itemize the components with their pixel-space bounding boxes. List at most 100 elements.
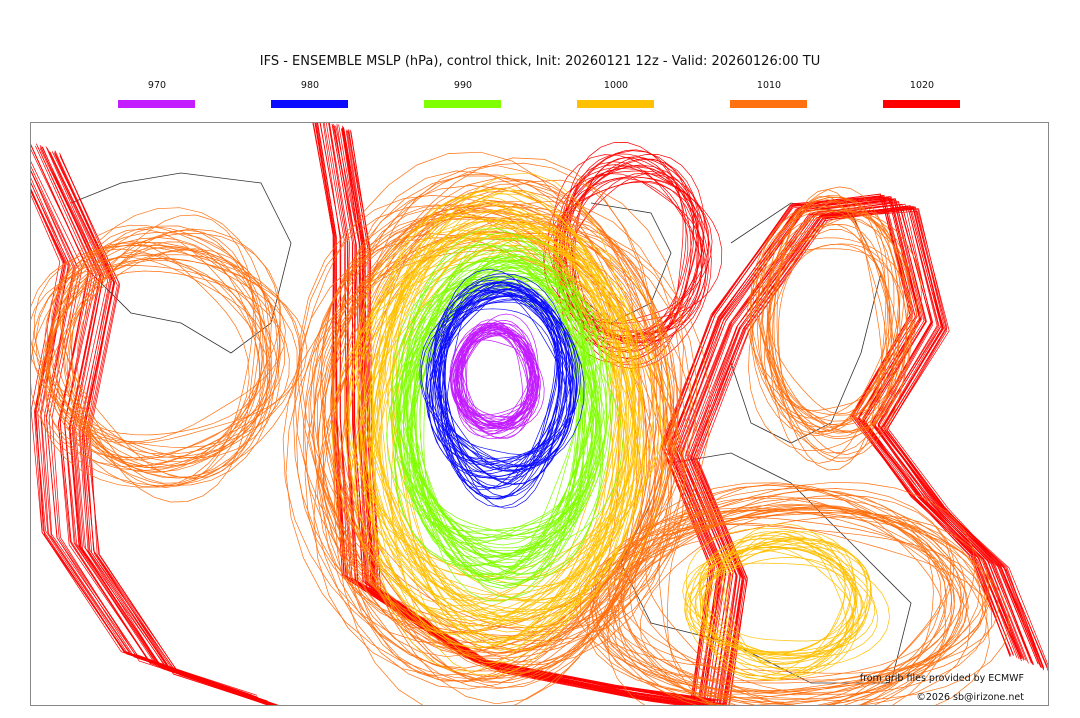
isobar-990 (396, 265, 607, 532)
isobar-1000 (361, 226, 641, 633)
isobar-1010 (318, 209, 685, 642)
isobar-1010 (613, 489, 934, 705)
isobar-1020 (678, 202, 1032, 705)
isobar-1020 (312, 123, 715, 702)
isobar-990 (410, 257, 592, 554)
isobar-980 (439, 286, 563, 462)
isobar-1020 (692, 206, 1044, 705)
coastline (70, 172, 292, 354)
isobar-1010 (31, 207, 273, 486)
isobar-1000 (347, 245, 637, 587)
isobar-1010 (61, 242, 250, 468)
copyright: ©2026 sb@irizone.net (916, 692, 1024, 703)
isobar-1010 (296, 215, 686, 637)
isobar-1020 (31, 170, 267, 702)
isobar-1010 (602, 503, 988, 699)
legend-label: 990 (453, 80, 473, 91)
isobar-1020 (668, 197, 1018, 703)
isobar-1000 (721, 540, 846, 666)
isobar-1010 (35, 254, 281, 479)
legend-label: 980 (300, 80, 320, 91)
isobar-1010 (61, 232, 268, 479)
isobar-1010 (620, 484, 988, 695)
isobar-1000 (363, 229, 634, 639)
isobar-1020 (689, 206, 1041, 705)
isobar-990 (406, 266, 577, 556)
isobar-1000 (331, 234, 643, 638)
isobar-1010 (590, 510, 990, 705)
isobar-1010 (298, 195, 665, 684)
isobar-970 (450, 332, 533, 430)
isobar-1010 (46, 258, 286, 442)
isobar-990 (395, 261, 598, 538)
isobar-990 (396, 285, 595, 568)
isobar-1010 (41, 257, 308, 444)
isobar-970 (453, 313, 539, 432)
isobar-1020 (40, 146, 271, 705)
isobar-1000 (357, 247, 667, 578)
isobar-1010 (588, 507, 1010, 701)
isobar-1000 (684, 539, 872, 680)
isobar-1010 (605, 497, 983, 693)
legend-item-980: 980 (271, 80, 349, 108)
isobar-1010 (331, 162, 656, 705)
isobar-1010 (778, 243, 891, 433)
isobar-1000 (689, 534, 890, 669)
isobar-1000 (698, 538, 862, 681)
contour-plot (31, 123, 1048, 705)
isobar-990 (407, 266, 595, 586)
isobar-990 (415, 245, 601, 581)
isobar-990 (414, 256, 585, 580)
isobar-1010 (658, 484, 948, 705)
isobar-1010 (304, 211, 711, 690)
isobar-1010 (294, 237, 664, 657)
isobar-1000 (356, 220, 669, 627)
isobar-1010 (56, 246, 270, 459)
isobar-1020 (692, 206, 1045, 705)
isobar-990 (391, 272, 608, 558)
isobar-1010 (750, 197, 901, 454)
legend-swatch (424, 100, 501, 108)
isobar-1000 (698, 548, 851, 653)
isobar-1020 (669, 197, 1021, 701)
isobar-1010 (317, 201, 659, 634)
isobar-1020 (31, 189, 252, 696)
isobar-1020 (31, 149, 279, 705)
isobar-980 (437, 308, 560, 473)
isobar-1000 (372, 259, 620, 618)
isobar-1010 (592, 524, 987, 703)
isobar-1010 (48, 248, 272, 488)
legend-label: 1010 (756, 80, 782, 91)
isobar-1000 (377, 245, 637, 596)
isobar-1000 (684, 537, 868, 660)
isobar-980 (429, 288, 578, 460)
legend-item-990: 990 (424, 80, 502, 108)
isobar-1010 (613, 508, 942, 694)
isobar-1020 (31, 189, 254, 696)
isobar-1010 (666, 483, 947, 705)
isobar-1010 (752, 214, 912, 416)
isobar-1020 (674, 198, 1024, 705)
isobar-980 (437, 292, 566, 455)
legend-swatch (271, 100, 348, 108)
isobar-970 (452, 327, 538, 430)
isobar-1020 (664, 196, 1014, 702)
isobar-980 (426, 280, 585, 479)
legend-item-1000: 1000 (577, 80, 655, 108)
isobar-1010 (71, 226, 278, 466)
isobar-970 (466, 322, 528, 434)
isobar-1000 (345, 221, 645, 601)
isobar-1010 (313, 205, 678, 676)
isobar-1000 (685, 527, 857, 676)
isobar-1010 (766, 223, 893, 412)
legend-item-1010: 1010 (730, 80, 808, 108)
isobar-1010 (48, 270, 286, 461)
isobar-1020 (48, 150, 272, 705)
isobar-990 (410, 259, 590, 554)
isobar-1020 (669, 198, 1023, 704)
isobar-980 (432, 278, 559, 480)
isobar-970 (457, 339, 536, 426)
isobar-1000 (702, 543, 876, 655)
isobar-1010 (634, 517, 955, 705)
isobar-1010 (622, 481, 976, 705)
